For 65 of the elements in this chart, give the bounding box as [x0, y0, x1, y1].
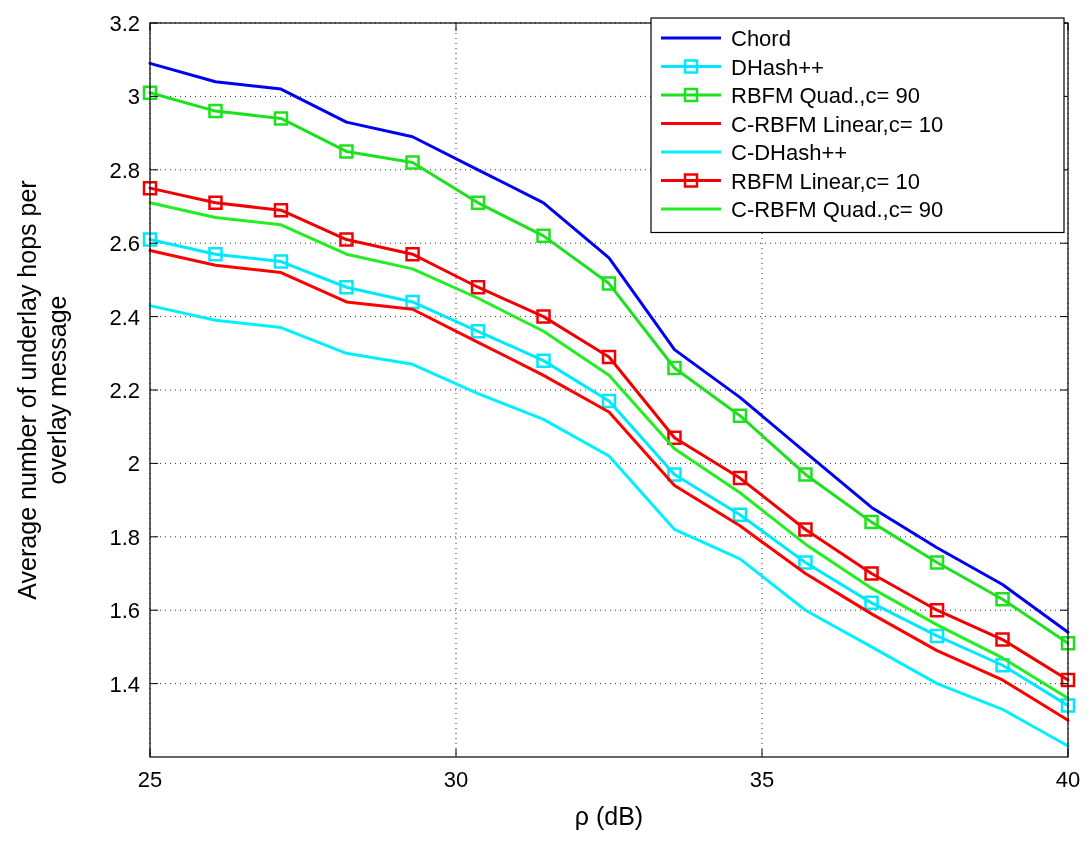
point	[142, 232, 158, 247]
point	[601, 276, 617, 291]
point	[864, 514, 879, 530]
x-tick-label: 25	[137, 767, 163, 792]
point	[929, 602, 945, 618]
point	[470, 279, 486, 295]
point	[601, 349, 617, 365]
point	[470, 195, 486, 211]
point	[208, 246, 223, 262]
y-tick-label: 3	[127, 84, 140, 110]
point	[798, 555, 813, 570]
y-tick-label: 2.2	[109, 378, 140, 403]
y-tick-label: 2.4	[109, 304, 140, 330]
legend-label: RBFM Linear,c= 10	[731, 168, 920, 194]
point	[667, 360, 682, 376]
point	[929, 555, 945, 570]
legend-label: Chord	[731, 26, 791, 51]
point	[732, 507, 748, 523]
y-tick-label: 1.8	[109, 524, 140, 550]
point	[273, 254, 289, 269]
point	[1060, 672, 1076, 688]
y-tick-label: 2.6	[109, 231, 140, 257]
point	[470, 324, 486, 339]
point	[208, 195, 223, 211]
point	[405, 246, 420, 262]
point	[208, 103, 223, 119]
point	[339, 279, 354, 295]
x-tick-label: 40	[1055, 767, 1081, 792]
point	[864, 595, 879, 611]
point	[142, 180, 158, 196]
y-axis-title: Average number of underlay hops per overlay message	[13, 180, 71, 600]
point	[536, 353, 551, 368]
point	[732, 470, 748, 486]
point	[798, 522, 813, 537]
point	[142, 85, 158, 100]
x-axis-title: ρ (dB)	[574, 802, 644, 830]
legend-label: C-RBFM Quad.,c= 90	[731, 197, 944, 222]
legend-label: C-DHash++	[731, 140, 848, 165]
legend-label: C-RBFM Linear,c= 10	[731, 111, 944, 137]
point	[536, 228, 551, 244]
y-tick-label: 1.6	[109, 598, 140, 624]
y-tick-label: 2.8	[109, 157, 140, 183]
point	[339, 232, 354, 247]
x-tick-label: 30	[443, 767, 469, 792]
point	[995, 591, 1010, 607]
y-tick-label: 1.4	[109, 671, 140, 697]
point	[601, 393, 617, 409]
legend-label: DHash++	[731, 54, 824, 80]
point	[405, 155, 420, 170]
point	[995, 632, 1010, 647]
point	[732, 408, 748, 423]
point	[1060, 635, 1076, 651]
line-series	[148, 304, 1070, 748]
x-tick-label: 35	[749, 767, 775, 792]
point	[1060, 698, 1076, 713]
point	[273, 111, 289, 126]
point	[273, 202, 289, 218]
y-tick-label: 2	[127, 451, 140, 477]
legend-label: RBFM Quad.,c= 90	[731, 83, 920, 108]
point	[536, 309, 551, 324]
point	[339, 144, 354, 159]
point	[798, 467, 813, 482]
point	[929, 628, 945, 644]
point	[864, 566, 879, 581]
y-tick-label: 3.2	[109, 11, 140, 36]
